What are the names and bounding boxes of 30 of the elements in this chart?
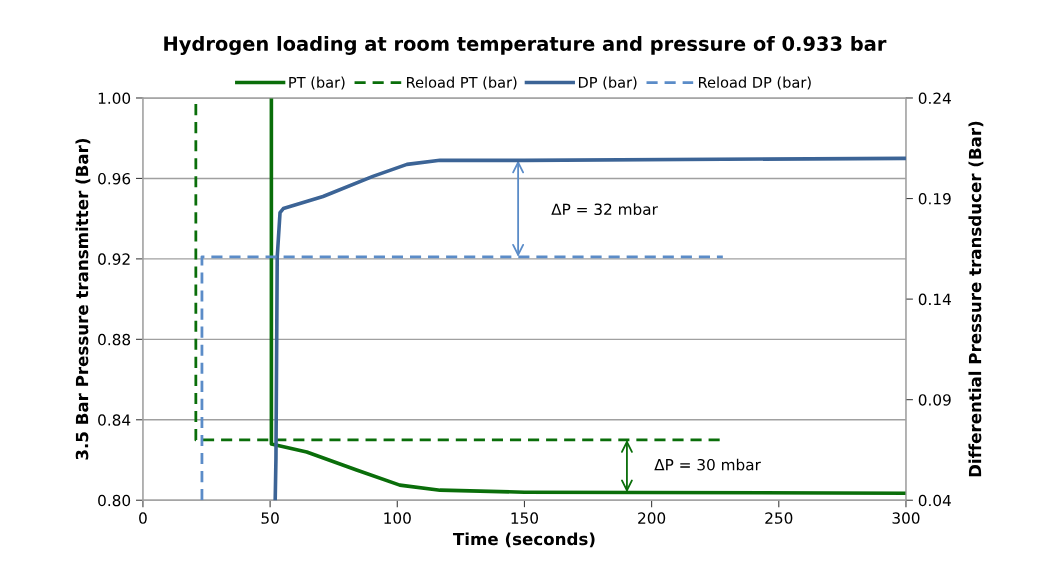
x-tick-label: 0 xyxy=(139,512,147,524)
legend-label: Reload PT (bar) xyxy=(407,76,517,90)
annotation: ΔP = 32 mbar xyxy=(551,203,658,216)
x-tick-label: 100 xyxy=(384,512,411,524)
legend-label: Reload DP (bar) xyxy=(698,76,811,90)
x-tick-label: 200 xyxy=(638,512,666,524)
line-series xyxy=(273,156,906,501)
y-tick-label: 0.80 xyxy=(98,494,131,507)
y-tick-label: 0.92 xyxy=(98,253,130,265)
legend-label: DP (bar) xyxy=(578,76,637,90)
y2-tick-label: 0.14 xyxy=(918,293,951,306)
y-tick-label: 0.88 xyxy=(98,333,131,346)
x-axis-title: Time (seconds) xyxy=(453,532,595,548)
y2-tick-label: 0.09 xyxy=(918,394,951,406)
y-tick-label: 0.96 xyxy=(98,172,131,185)
y2-tick-label: 0.24 xyxy=(918,92,951,104)
y-axis-title: 3.5 Bar Pressure transmitter (Bar) xyxy=(75,139,91,460)
x-tick-label: 250 xyxy=(765,512,793,524)
y2-tick-label: 0.04 xyxy=(918,494,951,507)
x-tick-label: 300 xyxy=(892,512,920,524)
y2-tick-label: 0.19 xyxy=(918,193,951,205)
x-tick-label: 50 xyxy=(261,512,279,524)
x-tick-label: 150 xyxy=(511,512,539,524)
line-series xyxy=(269,97,906,495)
y2-axis-title: Differential Pressure transducer (Bar) xyxy=(968,121,984,477)
chart-title: Hydrogen loading at room temperature and pressure of 0.933 bar xyxy=(164,35,887,55)
y-tick-label: 1.00 xyxy=(98,92,131,104)
y-tick-label: 0.84 xyxy=(98,414,131,426)
legend-label: PT (bar) xyxy=(289,76,345,90)
annotation: ΔP = 30 mbar xyxy=(654,458,761,471)
